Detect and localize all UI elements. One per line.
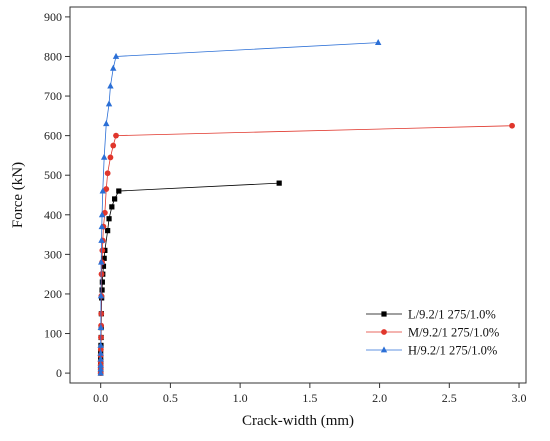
data-point — [100, 153, 108, 160]
data-point — [112, 52, 120, 59]
series-line — [100, 42, 379, 374]
data-point — [98, 236, 105, 243]
data-point — [110, 142, 117, 149]
y-tick-label: 100 — [44, 327, 62, 341]
ticks-layer: 0.0 0.5 1.0 1.5 2.0 2.5 3.0 0 100 200 300 400 500 600… — [44, 10, 527, 405]
y-axis-title: Force (kN) — [10, 162, 26, 228]
data-point — [97, 292, 105, 299]
x-tick-label: 2.5 — [442, 391, 457, 405]
y-tick-label: 200 — [44, 287, 62, 301]
plot-frame — [69, 6, 527, 384]
data-point — [97, 365, 104, 372]
y-tick-label: 500 — [44, 168, 62, 182]
data-point — [101, 255, 107, 261]
y-tick-label: 700 — [44, 89, 62, 103]
data-point — [116, 188, 122, 194]
data-point — [109, 204, 115, 210]
data-point — [104, 170, 111, 177]
data-point — [107, 154, 114, 161]
x-tick-label: 2.0 — [372, 391, 387, 405]
data-point — [98, 258, 105, 265]
data-point — [98, 211, 106, 218]
x-tick-label: 1.0 — [233, 391, 248, 405]
legend-label: L/9.2/1 275/1.0% — [408, 308, 496, 322]
data-point — [97, 355, 104, 362]
y-axis-title-group: Force (kN) — [10, 162, 26, 228]
series-line — [100, 182, 280, 374]
data-point — [105, 100, 113, 107]
data-point — [509, 122, 515, 129]
data-point — [97, 349, 104, 356]
legend: L/9.2/1 275/1.0% M/9.2/1 275/1.0% H/9.2/1 … — [366, 308, 499, 358]
data-point — [103, 186, 110, 192]
y-tick-label: 400 — [44, 208, 62, 222]
legend-swatch-marker — [380, 346, 388, 353]
data-point — [99, 187, 106, 194]
legend-swatch-marker — [381, 329, 387, 335]
legend-label: H/9.2/1 275/1.0% — [408, 344, 497, 358]
x-axis-title: Crack-width (mm) — [242, 413, 354, 429]
data-point — [107, 82, 114, 89]
data-point — [110, 64, 117, 71]
data-point — [98, 223, 105, 230]
series-triangle — [97, 39, 382, 376]
data-point — [97, 369, 104, 376]
data-point — [97, 361, 104, 368]
series-layer — [97, 39, 515, 377]
x-tick-label: 1.5 — [302, 391, 317, 405]
y-tick-label: 900 — [44, 10, 62, 24]
data-point — [99, 247, 106, 254]
series-square — [98, 180, 282, 376]
legend-swatch-marker — [381, 311, 387, 317]
x-tick-label: 0.0 — [93, 391, 108, 405]
data-point — [374, 39, 382, 46]
data-point — [113, 132, 119, 139]
data-point — [97, 323, 105, 330]
data-point — [103, 120, 110, 127]
data-point — [106, 216, 112, 222]
data-point — [100, 263, 107, 269]
data-point — [105, 228, 111, 234]
data-point — [276, 180, 282, 186]
y-tick-label: 300 — [44, 247, 62, 261]
data-point — [99, 279, 105, 285]
data-point — [112, 196, 118, 202]
legend-label: M/9.2/1 275/1.0% — [408, 326, 499, 340]
legend-item: H/9.2/1 275/1.0% — [366, 344, 497, 358]
legend-item: M/9.2/1 275/1.0% — [366, 326, 499, 340]
x-tick-label: 0.5 — [163, 391, 178, 405]
x-tick-label: 3.0 — [512, 391, 527, 405]
y-tick-label: 800 — [44, 49, 62, 63]
y-tick-label: 0 — [56, 366, 62, 380]
legend-item: L/9.2/1 275/1.0% — [366, 308, 496, 322]
data-point — [97, 341, 104, 348]
y-tick-label: 600 — [44, 129, 62, 143]
data-point — [99, 287, 105, 293]
